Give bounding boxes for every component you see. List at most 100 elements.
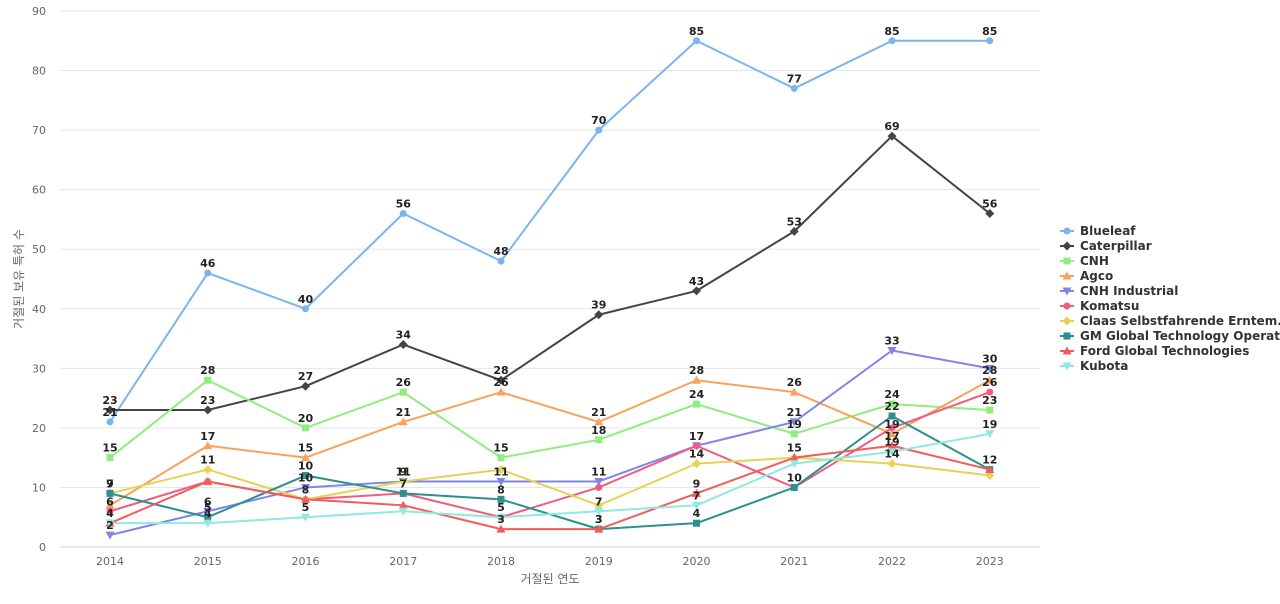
data-point[interactable] [692,488,701,497]
series-line[interactable] [109,349,990,537]
data-point[interactable] [105,500,115,509]
data-point[interactable] [693,519,700,527]
data-point[interactable] [985,364,995,373]
series-line[interactable] [110,432,990,525]
legend-marker[interactable] [1062,346,1072,355]
series-line[interactable] [109,39,990,423]
data-point[interactable] [693,442,700,450]
data-point[interactable] [888,424,896,432]
legend-item[interactable]: Caterpillar [1060,239,1152,253]
data-point[interactable] [106,489,114,497]
data-point[interactable] [497,257,505,265]
data-point[interactable] [302,424,309,432]
data-point[interactable] [887,131,897,141]
series-line[interactable] [110,135,991,412]
data-point[interactable] [887,459,897,469]
data-point[interactable] [693,37,700,45]
data-point[interactable] [789,460,799,469]
series-line[interactable] [109,444,990,531]
data-point[interactable] [692,459,701,469]
data-point[interactable] [594,310,604,320]
data-point[interactable] [887,429,897,438]
data-point[interactable] [693,400,700,408]
data-point[interactable] [986,388,994,396]
data-point[interactable] [105,405,115,415]
data-point[interactable] [887,346,897,355]
legend-marker[interactable] [1062,271,1072,280]
data-point[interactable] [399,209,407,217]
data-point[interactable] [692,375,701,384]
data-point[interactable] [789,418,799,427]
data-point[interactable] [789,387,799,396]
data-point[interactable] [496,465,506,475]
data-point[interactable] [204,269,212,277]
data-point[interactable] [497,454,505,462]
data-point[interactable] [398,417,408,426]
data-point[interactable] [203,519,213,528]
data-point[interactable] [985,471,995,481]
data-point[interactable] [203,441,213,450]
data-point[interactable] [594,507,604,516]
data-point[interactable] [790,483,798,491]
data-point[interactable] [887,448,897,457]
data-point[interactable] [692,286,701,296]
data-point[interactable] [301,381,310,391]
data-point[interactable] [204,376,212,384]
data-point[interactable] [204,513,212,521]
data-point[interactable] [496,513,506,522]
data-point[interactable] [301,494,310,503]
series-line[interactable] [109,414,991,531]
legend-item[interactable]: GM Global Technology Operat... [1060,329,1280,343]
data-point[interactable] [888,37,896,45]
data-point[interactable] [398,500,408,509]
data-point[interactable] [398,476,408,486]
data-point[interactable] [887,441,897,450]
legend-marker[interactable] [1062,287,1072,296]
data-point[interactable] [497,495,505,503]
data-point[interactable] [789,453,799,462]
data-point[interactable] [594,524,604,533]
legend-item[interactable]: Komatsu [1060,299,1139,313]
legend-marker[interactable] [1062,362,1072,371]
data-point[interactable] [985,208,995,218]
data-point[interactable] [301,513,310,522]
data-point[interactable] [399,388,407,396]
data-point[interactable] [594,477,604,486]
series-line[interactable] [109,391,991,519]
legend-marker[interactable] [1063,302,1071,310]
data-point[interactable] [106,507,114,515]
legend-marker[interactable] [1063,257,1071,265]
legend-marker[interactable] [1063,332,1071,340]
data-point[interactable] [595,126,603,134]
data-point[interactable] [888,400,896,408]
series-line[interactable] [109,456,990,507]
legend-marker[interactable] [1063,227,1071,235]
data-point[interactable] [594,417,604,426]
data-point[interactable] [790,430,798,438]
data-point[interactable] [106,418,114,426]
data-point[interactable] [398,340,408,350]
data-point[interactable] [985,465,995,474]
data-point[interactable] [888,412,896,420]
legend-marker[interactable] [1062,316,1072,326]
legend-item[interactable]: Ford Global Technologies [1060,344,1249,358]
data-point[interactable] [496,375,506,385]
series-line[interactable] [109,379,990,459]
data-point[interactable] [105,519,115,528]
data-point[interactable] [986,37,994,45]
data-point[interactable] [302,305,309,313]
legend-item[interactable]: Blueleaf [1060,224,1136,238]
data-point[interactable] [105,531,115,540]
data-point[interactable] [986,406,994,414]
data-point[interactable] [985,375,995,384]
data-point[interactable] [595,483,603,491]
data-point[interactable] [398,507,408,516]
data-point[interactable] [203,507,213,516]
data-point[interactable] [302,472,309,480]
data-point[interactable] [692,501,701,510]
data-point[interactable] [594,500,604,510]
legend-item[interactable]: Agco [1060,269,1113,283]
data-point[interactable] [790,84,798,92]
data-point[interactable] [203,476,213,485]
data-point[interactable] [496,477,506,486]
